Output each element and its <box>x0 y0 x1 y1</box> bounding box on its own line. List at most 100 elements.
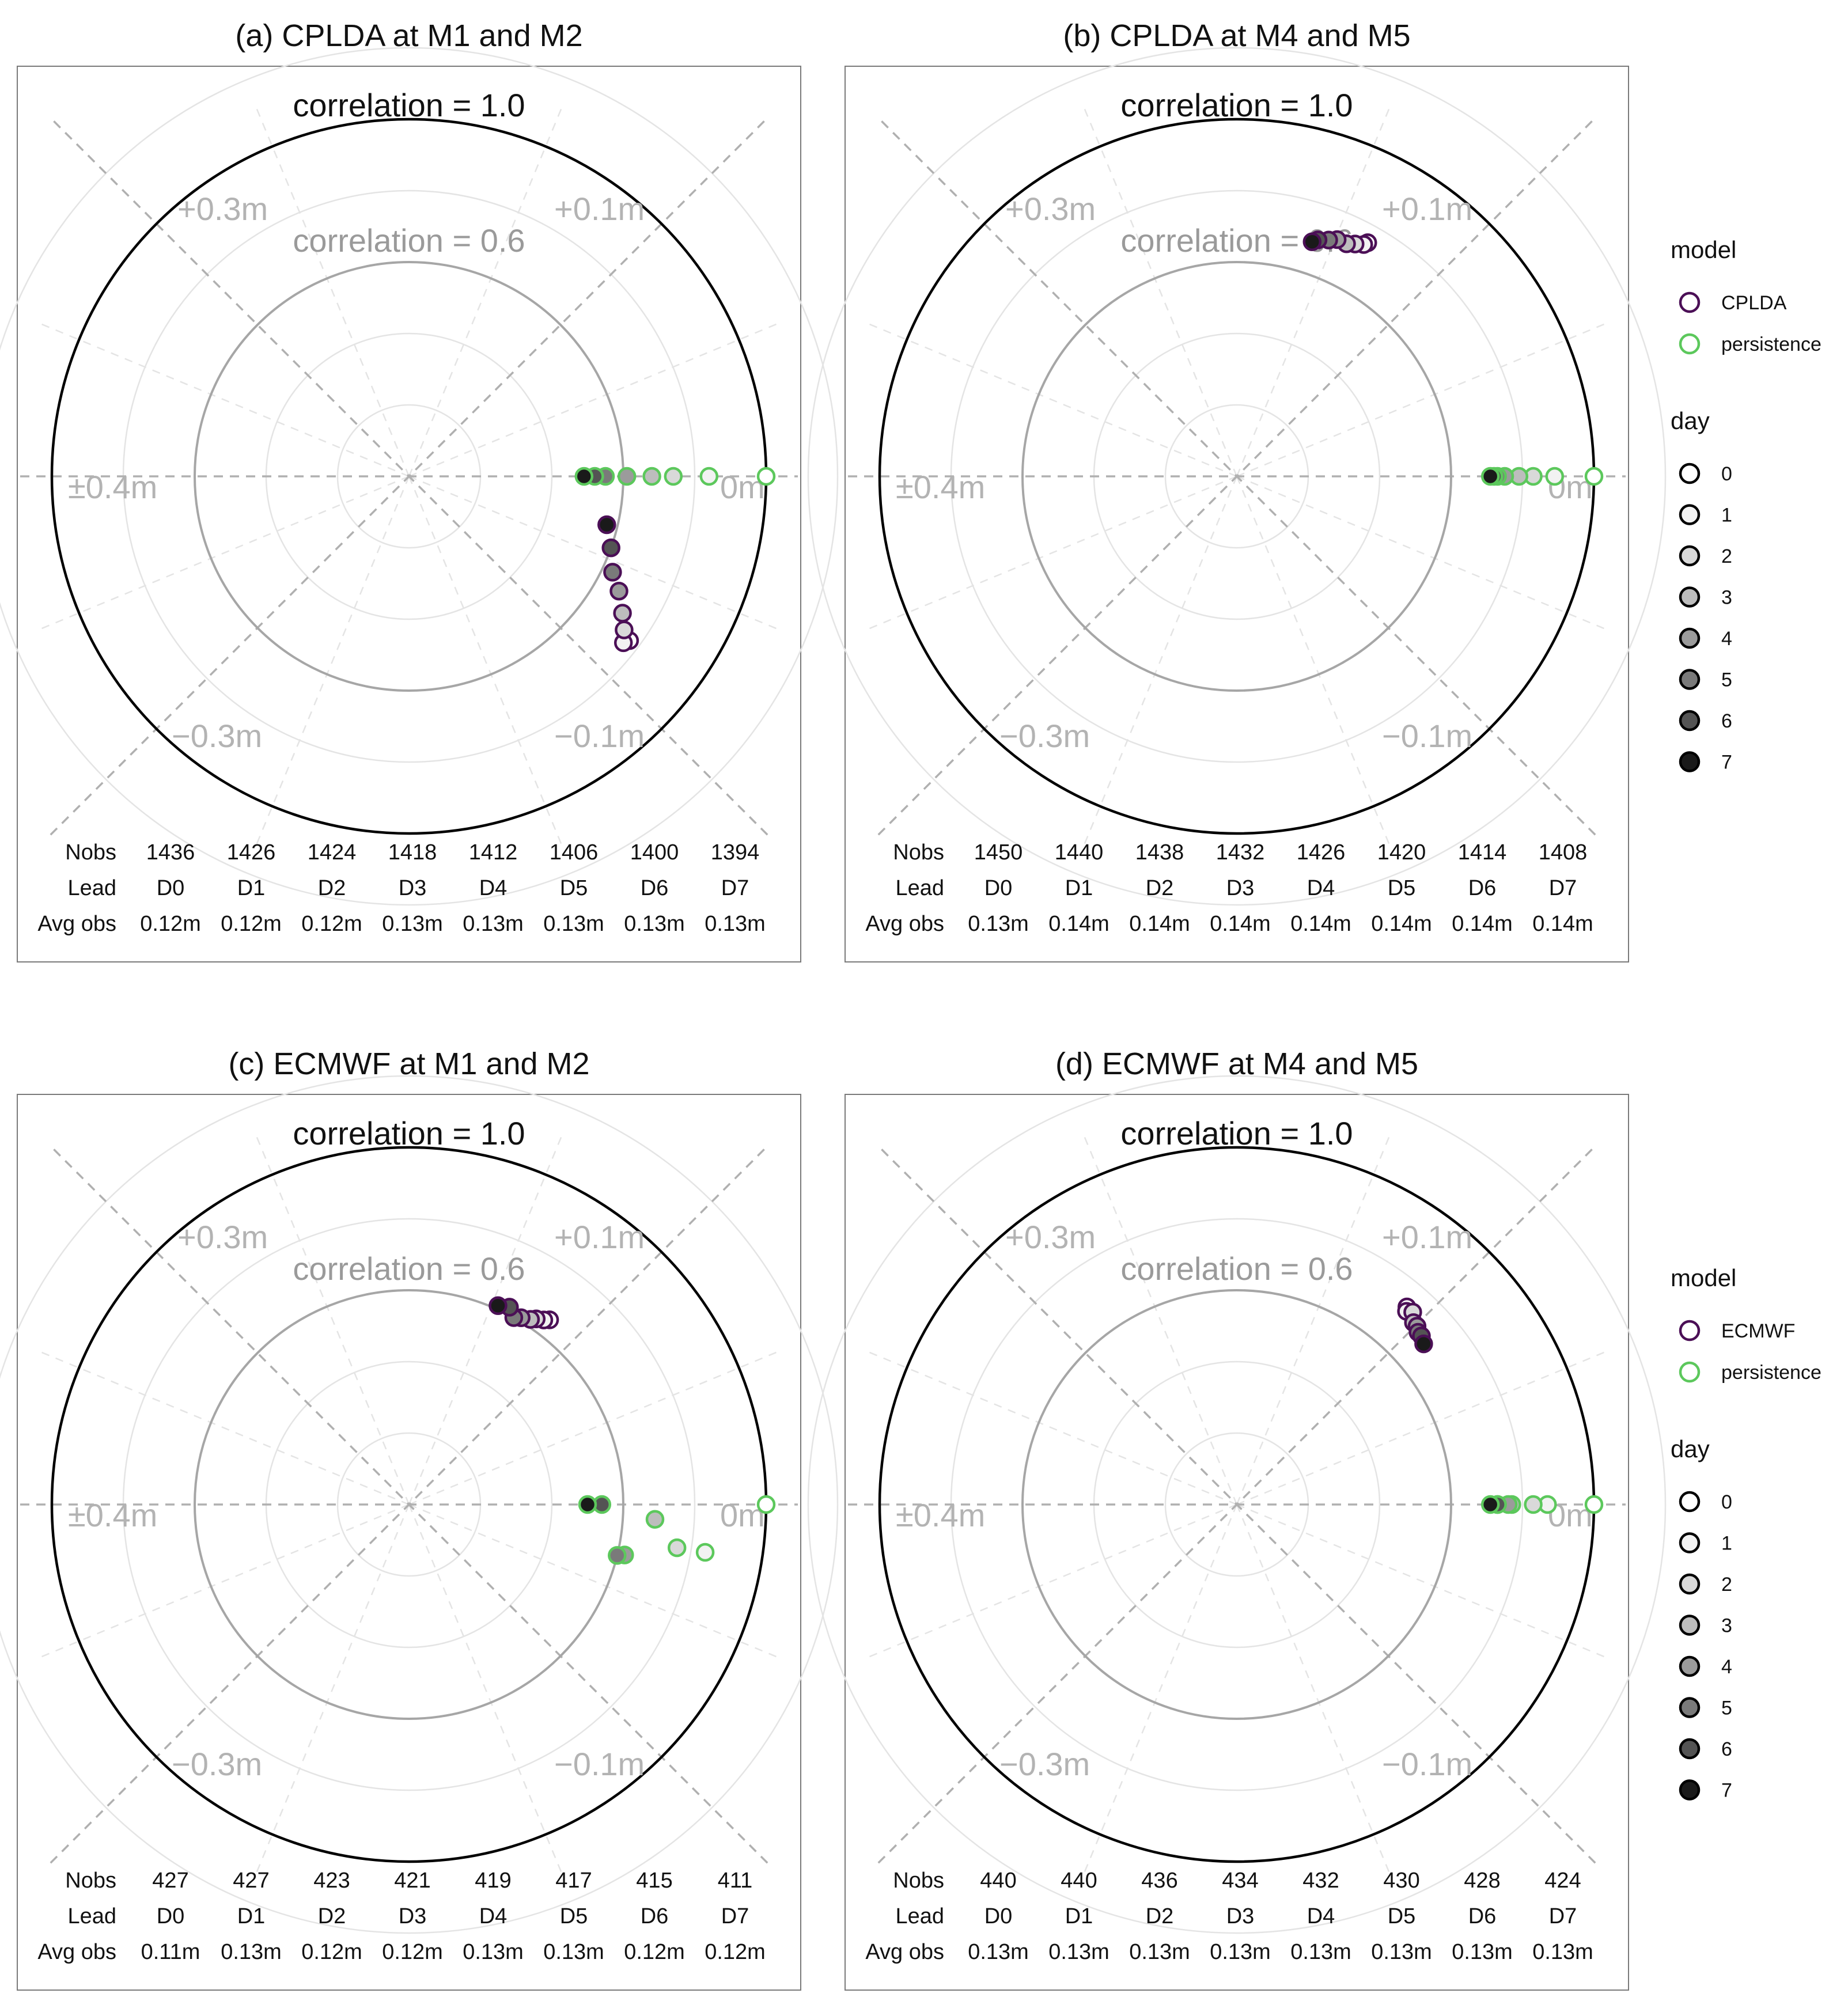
legend-day-label: 7 <box>1721 1780 1732 1802</box>
table-header-nobs: Nobs <box>65 840 116 865</box>
persistence-point-day-1 <box>695 1543 715 1562</box>
corr-06-label: correlation = 0.6 <box>293 1250 525 1287</box>
table-lead-cell: D3 <box>399 1904 427 1928</box>
grid-spoke <box>41 1351 410 1506</box>
legend-model-label: ECMWF <box>1721 1320 1795 1342</box>
corr-10-label: correlation = 1.0 <box>293 87 525 123</box>
bias-label-04: ±0.4m <box>896 469 985 505</box>
table-lead-cell: D5 <box>560 876 588 900</box>
table-nobs-cell: 1432 <box>1216 840 1265 865</box>
table-avg-obs-cell: 0.13m <box>968 912 1029 936</box>
corr-10-label: correlation = 1.0 <box>1120 87 1353 123</box>
table-lead-cell: D5 <box>560 1904 588 1928</box>
grid-spoke <box>408 109 562 477</box>
table-avg-obs-cell: 0.11m <box>141 1940 200 1964</box>
table-nobs-cell: 1408 <box>1539 840 1588 865</box>
persistence-point-day-2 <box>1524 1495 1543 1514</box>
legend-day-label: 5 <box>1721 669 1732 691</box>
bias-label-04: ±0.4m <box>68 1497 157 1533</box>
legend-day-swatch <box>1679 1738 1701 1760</box>
table-header-nobs: Nobs <box>893 1869 944 1893</box>
table-nobs-cell: 417 <box>555 1869 592 1893</box>
persistence-point-day-0 <box>1584 1495 1604 1514</box>
legend-persistence-label: persistence <box>1721 334 1822 355</box>
table-avg-obs-cell: 0.14m <box>1532 912 1593 936</box>
table-header-lead: Lead <box>67 876 116 900</box>
legend-day-swatch <box>1679 463 1701 484</box>
grid-spoke <box>869 475 1237 630</box>
table-avg-obs-cell: 0.13m <box>1290 1940 1351 1964</box>
table-lead-cell: D0 <box>157 876 185 900</box>
table-lead-cell: D2 <box>318 876 346 900</box>
table-avg-obs-cell: 0.14m <box>1371 912 1432 936</box>
grid-spoke <box>408 1137 562 1505</box>
grid-spoke <box>1236 475 1604 630</box>
table-nobs-cell: 1426 <box>1297 840 1346 865</box>
table-avg-obs-cell: 0.13m <box>463 1940 524 1964</box>
legend-day-title: day <box>1671 1435 1710 1462</box>
table-lead-cell: D4 <box>479 876 508 900</box>
legend-day-swatch <box>1679 545 1701 567</box>
bias-label-plus-03: +0.3m <box>177 1219 268 1255</box>
legend-day-label: 3 <box>1721 1615 1732 1637</box>
table-header-lead: Lead <box>895 1904 944 1928</box>
table-lead-cell: D1 <box>237 1904 266 1928</box>
legend-model-swatch <box>1679 291 1701 313</box>
table-nobs-cell: 432 <box>1302 1869 1339 1893</box>
legend-day-swatch <box>1679 751 1701 772</box>
table-nobs-cell: 424 <box>1544 1869 1581 1893</box>
grid-spoke <box>869 323 1237 478</box>
legend-persistence-label: persistence <box>1721 1362 1822 1384</box>
corr-06-ring <box>1021 261 1452 692</box>
table-header-lead: Lead <box>895 876 944 900</box>
grid-ring <box>0 1075 839 1934</box>
grid-spoke <box>408 1503 777 1658</box>
table-avg-obs-cell: 0.14m <box>1290 912 1351 936</box>
table-nobs-cell: 430 <box>1383 1869 1419 1893</box>
panel-frame <box>17 66 801 962</box>
table-avg-obs-cell: 0.13m <box>1048 1940 1109 1964</box>
points <box>1397 1297 1604 1514</box>
legend-day-label: 4 <box>1721 628 1732 650</box>
table-avg-obs-cell: 0.14m <box>1452 912 1513 936</box>
model-point-day-2 <box>615 620 634 639</box>
bias-label-minus-03: −0.3m <box>999 718 1090 754</box>
persistence-point-day-3 <box>645 1510 665 1529</box>
panel-frame <box>17 1094 801 1991</box>
table-header-avg-obs: Avg obs <box>865 1940 944 1964</box>
table-nobs-cell: 1424 <box>308 840 357 865</box>
grid-spoke <box>408 476 562 844</box>
table-avg-obs-cell: 0.12m <box>301 1940 362 1964</box>
table-lead-cell: D4 <box>1307 1904 1335 1928</box>
corr-06-ring <box>1021 1289 1452 1720</box>
persistence-point-day-2 <box>667 1538 687 1558</box>
corr-06-label: correlation = 0.6 <box>293 222 525 259</box>
table-avg-obs-cell: 0.13m <box>463 912 524 936</box>
table-lead-cell: D6 <box>1468 876 1497 900</box>
legend-day-label: 4 <box>1721 1656 1732 1678</box>
bias-label-minus-03: −0.3m <box>172 1746 262 1782</box>
bias-label-plus-03: +0.3m <box>177 191 268 227</box>
grid-spoke <box>408 1351 777 1506</box>
grid-spoke <box>1084 1504 1238 1872</box>
legend-day-label: 2 <box>1721 545 1732 567</box>
table-lead-cell: D2 <box>1146 876 1174 900</box>
bias-label-04: ±0.4m <box>68 469 157 505</box>
table-avg-obs-cell: 0.12m <box>382 1940 443 1964</box>
persistence-point-day-4 <box>617 467 637 486</box>
table-nobs-cell: 436 <box>1141 1869 1177 1893</box>
legend-day-label: 3 <box>1721 587 1732 609</box>
grid-spoke <box>1236 1351 1604 1506</box>
model-point-day-5 <box>603 563 622 582</box>
legend-bottom: model ECMWF persistence day 0 1 2 3 4 5 6 7 <box>1671 1264 1822 1802</box>
persistence-point-day-7 <box>578 1495 597 1514</box>
table-nobs-cell: 419 <box>475 1869 511 1893</box>
table-nobs-cell: 427 <box>233 1869 269 1893</box>
table-avg-obs-cell: 0.13m <box>1129 1940 1190 1964</box>
table-lead-cell: D7 <box>1549 1904 1577 1928</box>
legend-day-swatch <box>1679 1615 1701 1636</box>
table-nobs-cell: 434 <box>1222 1869 1258 1893</box>
table-nobs-cell: 1406 <box>550 840 599 865</box>
corr-10-label: correlation = 1.0 <box>293 1115 525 1151</box>
table-avg-obs-cell: 0.12m <box>221 912 282 936</box>
